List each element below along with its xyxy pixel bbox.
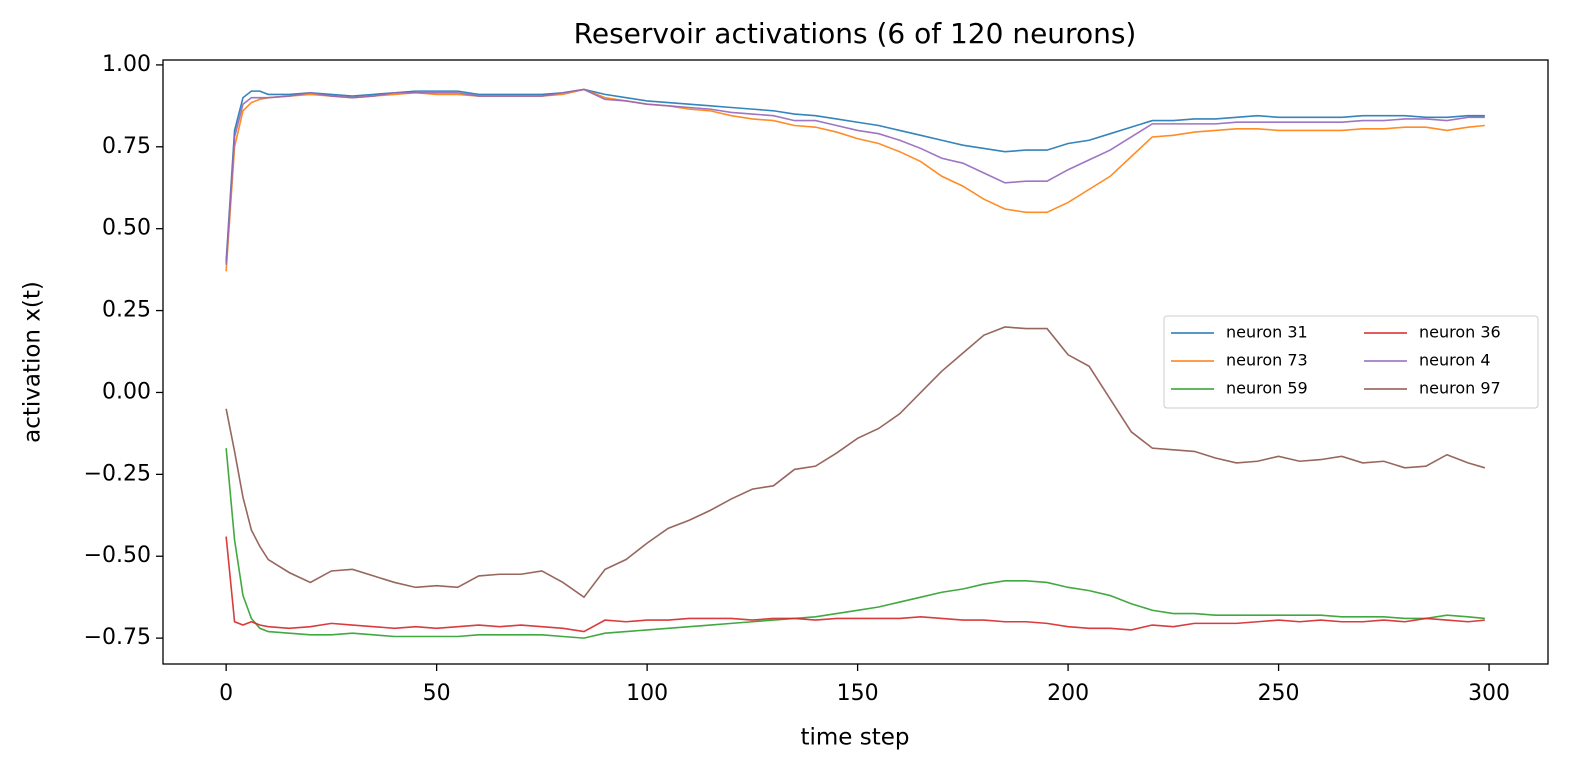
legend-label: neuron 97 xyxy=(1419,379,1501,398)
chart-title: Reservoir activations (6 of 120 neurons) xyxy=(574,17,1137,50)
y-tick-label: −0.50 xyxy=(84,543,151,568)
legend-frame xyxy=(1163,315,1539,409)
x-tick-label: 200 xyxy=(1047,681,1089,706)
legend-label: neuron 59 xyxy=(1226,379,1308,398)
y-tick-label: 0.75 xyxy=(102,134,151,159)
x-tick-label: 150 xyxy=(837,681,879,706)
legend-label: neuron 4 xyxy=(1419,351,1491,370)
y-tick-label: −0.25 xyxy=(84,461,151,486)
x-tick-label: 300 xyxy=(1468,681,1510,706)
x-axis-label: time step xyxy=(800,725,909,751)
y-tick-label: 1.00 xyxy=(102,52,151,77)
x-tick-label: 100 xyxy=(626,681,668,706)
series-line xyxy=(225,88,1485,262)
legend-label: neuron 73 xyxy=(1226,351,1308,370)
x-tick-label: 0 xyxy=(219,681,233,706)
series-line xyxy=(225,536,1485,633)
series-line xyxy=(225,448,1485,639)
legend-label: neuron 36 xyxy=(1419,323,1501,342)
series-line xyxy=(225,88,1485,265)
legend-label: neuron 31 xyxy=(1226,323,1308,342)
series-line xyxy=(225,326,1486,599)
plot-frame xyxy=(162,59,1549,665)
y-axis-label: activation x(t) xyxy=(20,281,46,443)
series-line xyxy=(225,88,1485,272)
y-tick-label: 0.50 xyxy=(102,216,151,241)
y-tick-label: −0.75 xyxy=(84,625,151,650)
x-tick-label: 50 xyxy=(423,681,451,706)
legend: neuron 31 neuron 73 neuron 59 neuron 36 neur… xyxy=(1163,315,1539,409)
y-tick-label: 0.00 xyxy=(102,379,151,404)
y-tick-label: 0.25 xyxy=(102,298,151,323)
x-tick-label: 250 xyxy=(1258,681,1300,706)
